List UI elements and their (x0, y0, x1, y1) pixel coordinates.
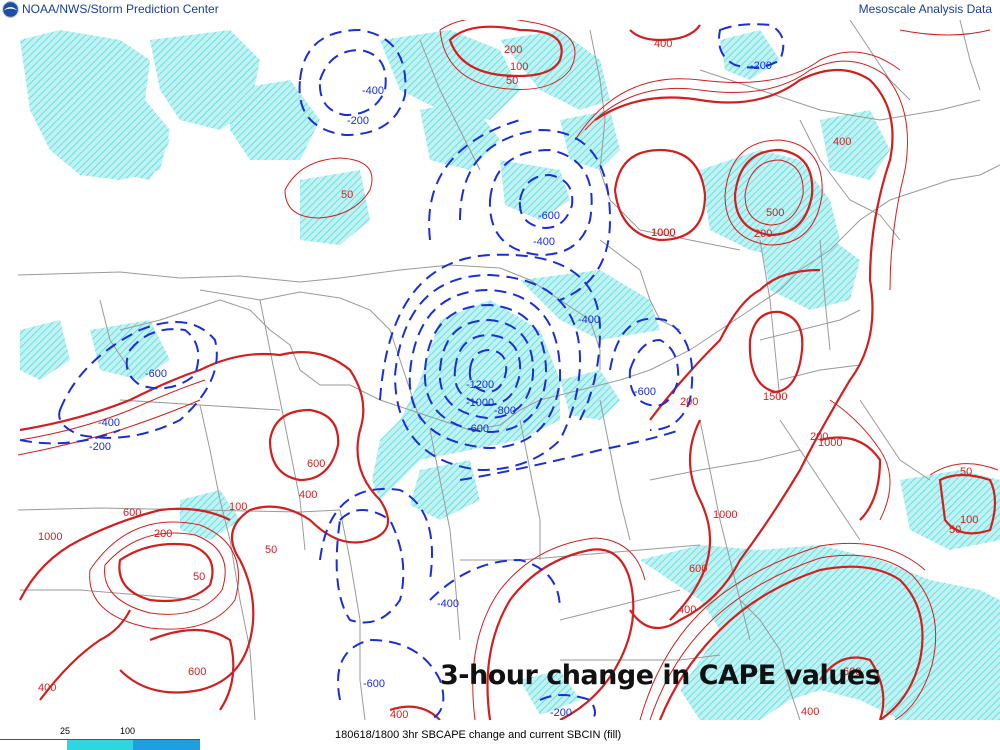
contour-label: 1000 (713, 509, 737, 521)
contour-label: 200 (754, 228, 772, 240)
contour-label: -200 (347, 115, 369, 127)
contour-label: -600 (467, 423, 489, 435)
contour-label: 600 (843, 666, 861, 678)
noaa-logo-icon (2, 1, 19, 18)
contour-label: 400 (654, 38, 672, 50)
contour-label: 500 (766, 207, 784, 219)
contour-label: 400 (678, 604, 696, 616)
header-bar: NOAA/NWS/Storm Prediction Center Mesosca… (0, 0, 1000, 20)
contour-label: -600 (363, 678, 385, 690)
contour-label: 1000 (38, 531, 62, 543)
contour-label: -400 (533, 236, 555, 248)
contour-label: 400 (833, 136, 851, 148)
legend-tick-25: 25 (60, 726, 71, 736)
product-title: Mesoscale Analysis Data (858, 2, 992, 16)
contour-label: 400 (299, 489, 317, 501)
contour-labels-negative: -400 -200 -600 -400 -400 -600 -400 -200 … (89, 60, 772, 719)
negative-cape-contours (19, 23, 785, 720)
contour-label: -1200 (466, 379, 494, 391)
cape-change-map: 200 100 50 400 50 1000 400 500 200 1000 … (18, 20, 1000, 720)
legend-bar-low (67, 740, 133, 750)
contour-label: -400 (578, 314, 600, 326)
contour-label: 600 (188, 666, 206, 678)
map-panel: 200 100 50 400 50 1000 400 500 200 1000 … (18, 20, 1000, 720)
legend-tick-100: 100 (120, 726, 136, 736)
contour-label: 1000 (651, 227, 675, 239)
contour-label: -600 (538, 210, 560, 222)
contour-label: -1000 (466, 397, 494, 409)
contour-label: 1000 (651, 227, 675, 239)
contour-label: 100 (510, 61, 528, 73)
contour-label: -600 (634, 386, 656, 398)
legend-bar-high (133, 740, 200, 750)
contour-label: 1000 (818, 437, 842, 449)
contour-label: 600 (689, 563, 707, 575)
contour-label: -400 (98, 417, 120, 429)
contour-label: 100 (960, 514, 978, 526)
contour-label: 600 (123, 507, 141, 519)
political-boundaries (18, 20, 1000, 720)
contour-label: 50 (960, 466, 972, 478)
contour-label: 50 (949, 524, 961, 536)
legend-baseline (0, 739, 200, 740)
contour-label: -800 (494, 405, 516, 417)
contour-label: 400 (38, 682, 56, 694)
contour-label: 50 (506, 75, 518, 87)
contour-label: 600 (307, 458, 325, 470)
positive-cape-contours (18, 20, 999, 720)
contour-label: 1500 (763, 391, 787, 403)
contour-label: 50 (193, 571, 205, 583)
overlay-annotation-title: 3-hour change in CAPE values (440, 660, 881, 691)
contour-label: -400 (437, 598, 459, 610)
contour-labels-positive: 200 100 50 400 50 1000 400 500 200 1000 … (38, 38, 978, 720)
contour-label: 200 (810, 431, 828, 443)
contour-label: 50 (265, 544, 277, 556)
contour-label: -200 (89, 441, 111, 453)
contour-label: 200 (504, 44, 522, 56)
contour-label: 400 (801, 706, 819, 718)
footer-caption: 180618/1800 3hr SBCAPE change and curren… (335, 729, 622, 741)
contour-label: -400 (362, 85, 384, 97)
contour-label: 100 (229, 501, 247, 513)
contour-label: 400 (390, 709, 408, 720)
contour-label: -600 (145, 368, 167, 380)
contour-label: -200 (750, 60, 772, 72)
contour-label: 200 (680, 396, 698, 408)
contour-label: 200 (154, 528, 172, 540)
source-title: NOAA/NWS/Storm Prediction Center (22, 2, 219, 16)
contour-label: -200 (550, 707, 572, 719)
contour-label: 50 (341, 189, 353, 201)
